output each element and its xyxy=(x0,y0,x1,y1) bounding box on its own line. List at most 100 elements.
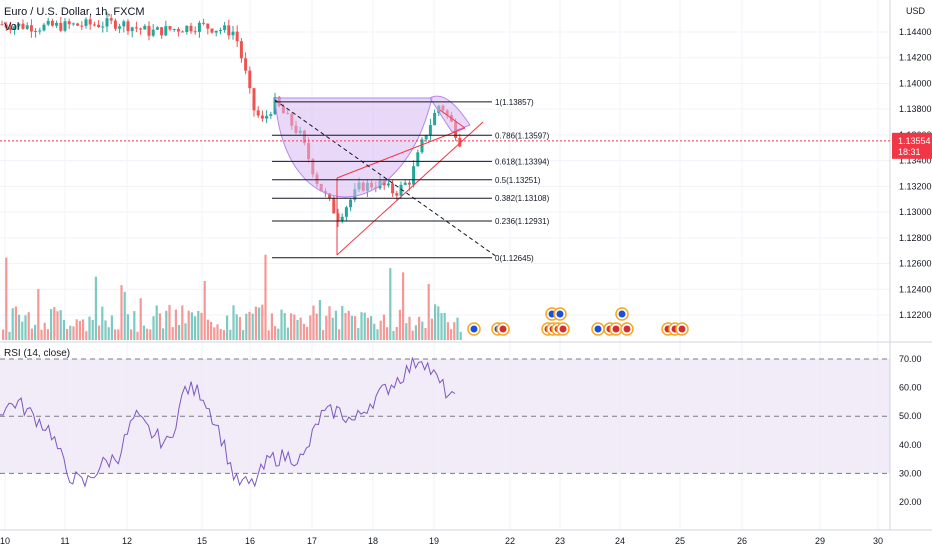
time-tick: 25 xyxy=(675,536,685,546)
event-flag-icon xyxy=(623,325,631,333)
candle-body xyxy=(349,199,353,208)
candle-body xyxy=(181,31,185,33)
event-flag-icon xyxy=(470,325,478,333)
triangle-support-line xyxy=(336,121,484,256)
volume-bar xyxy=(43,322,46,340)
candle-body xyxy=(403,182,407,185)
current-price-value: 1.13554 xyxy=(898,136,931,146)
volume-bar xyxy=(136,331,139,340)
volume-bar xyxy=(50,309,53,340)
volume-bar xyxy=(405,323,408,340)
candle-body xyxy=(252,88,256,111)
fibonacci-retracement[interactable]: 1(1.13857) 0.786(1.13597) 0.618(1.13394) 0.… xyxy=(272,98,550,263)
volume-bar xyxy=(2,329,5,340)
candle-body xyxy=(50,20,54,26)
price-tick: 1.12200 xyxy=(899,310,932,320)
candle-body xyxy=(130,27,134,32)
volume-bar xyxy=(302,323,305,340)
volume-bar xyxy=(459,331,462,340)
volume-bar xyxy=(373,323,376,340)
volume-bar xyxy=(210,321,213,340)
candle-body xyxy=(265,115,269,119)
volume-bar xyxy=(190,312,193,340)
candle-body xyxy=(328,193,332,199)
time-tick: 10 xyxy=(0,536,10,546)
candle-body xyxy=(344,207,348,217)
candle-body xyxy=(424,135,428,140)
volume-bar xyxy=(107,327,110,340)
time-tick: 11 xyxy=(60,536,69,546)
volume-bar xyxy=(178,325,181,340)
candle-body xyxy=(155,27,159,30)
volume-bar xyxy=(114,329,117,340)
volume-bar xyxy=(88,316,91,340)
volume-bar xyxy=(133,311,136,340)
candle-body xyxy=(176,29,180,32)
candle-body xyxy=(13,26,17,30)
fib-diagonal xyxy=(274,99,498,258)
volume-bar xyxy=(344,313,347,340)
currency-label: USD xyxy=(906,6,926,16)
volume-bar xyxy=(386,327,389,340)
candle-body xyxy=(197,22,201,32)
candle-body xyxy=(46,20,50,25)
volume-bar xyxy=(437,306,440,340)
volume-bar xyxy=(197,310,200,340)
candle-body xyxy=(386,183,390,186)
volume-bar xyxy=(8,331,11,340)
volume-bar xyxy=(331,317,334,340)
price-tick: 1.13800 xyxy=(899,104,932,114)
volume-bar xyxy=(216,324,219,340)
price-tick: 1.13000 xyxy=(899,207,932,217)
candle-body xyxy=(139,28,143,30)
candle-body xyxy=(126,21,130,32)
volume-bar xyxy=(338,329,341,340)
rsi-pane xyxy=(0,341,932,488)
volume-bar xyxy=(398,309,401,340)
volume-label: Vol xyxy=(4,21,20,33)
time-tick: 26 xyxy=(737,536,747,546)
event-flag-icon xyxy=(678,325,686,333)
time-tick: 24 xyxy=(615,536,625,546)
volume-bar xyxy=(53,307,56,340)
volume-bar xyxy=(5,257,8,340)
volume-bar xyxy=(46,329,49,340)
volume-bar xyxy=(354,316,357,340)
candle-body xyxy=(17,23,21,27)
volume-bar xyxy=(274,326,277,340)
volume-bar xyxy=(418,316,421,340)
candle-body xyxy=(97,24,101,28)
volume-bar xyxy=(280,309,283,340)
candle-body xyxy=(227,25,231,36)
volume-bar xyxy=(101,306,104,340)
candle-body xyxy=(67,21,71,25)
volume-bar xyxy=(37,289,40,340)
candle-body xyxy=(399,184,403,196)
volume-bar xyxy=(424,328,427,340)
candle-body xyxy=(391,183,395,194)
volume-bar xyxy=(139,298,142,340)
candle-body xyxy=(332,198,336,214)
volume-bar xyxy=(376,329,379,340)
volume-bar xyxy=(126,314,129,340)
event-flag-icon xyxy=(556,310,564,318)
fib-level-label: 0.618(1.13394) xyxy=(495,157,550,166)
volume-bar xyxy=(296,319,299,340)
time-tick: 30 xyxy=(873,536,883,546)
volume-bar xyxy=(56,311,59,340)
volume-bar xyxy=(312,305,315,340)
fib-level-label: 0.236(1.12931) xyxy=(495,217,550,226)
candle-body xyxy=(185,25,189,33)
time-tick: 17 xyxy=(307,536,317,546)
candle-body xyxy=(147,25,151,36)
volume-bar xyxy=(40,329,43,340)
event-flag-icon xyxy=(499,325,507,333)
candle-body xyxy=(8,27,12,30)
time-tick: 16 xyxy=(245,536,255,546)
volume-bar xyxy=(82,319,85,340)
volume-bar xyxy=(456,317,459,340)
economic-events[interactable] xyxy=(467,307,689,336)
volume-bar xyxy=(309,315,312,340)
pattern-drawings[interactable] xyxy=(274,95,498,258)
